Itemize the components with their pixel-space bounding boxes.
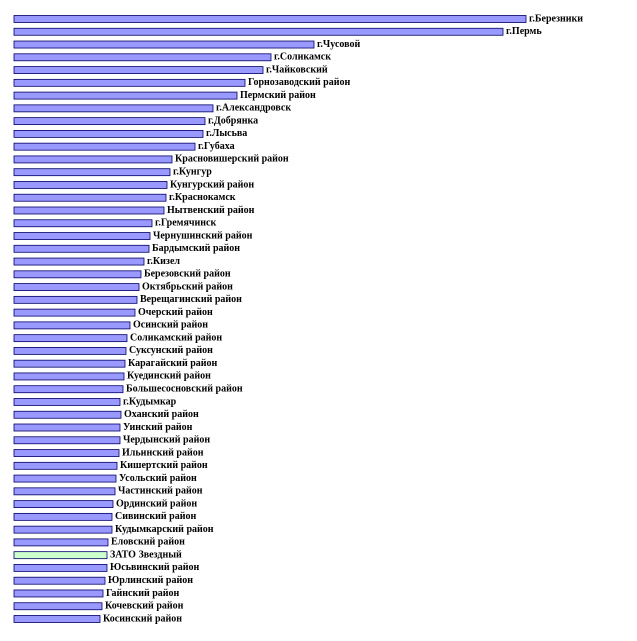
bar-label: Красновишерский район	[175, 154, 289, 165]
bar-label: Куединский район	[127, 371, 211, 382]
bar	[13, 27, 504, 36]
bar	[13, 398, 121, 406]
bar	[13, 436, 121, 445]
bar	[13, 117, 206, 126]
bar-label: Пермский район	[240, 90, 316, 101]
bar	[13, 347, 127, 355]
bar-label: г.Добрянка	[208, 115, 258, 126]
bar-label: ЗАТО Звездный	[110, 549, 182, 560]
bar	[13, 295, 138, 304]
bar-label: Соликамский район	[130, 332, 222, 343]
bar-label: Чернушинский район	[153, 230, 253, 241]
bar-label: г.Чусовой	[317, 39, 360, 50]
bar	[13, 410, 122, 419]
bar-label: г.Александровск	[216, 103, 291, 114]
bar	[13, 321, 131, 330]
bar	[13, 78, 246, 87]
bar	[13, 308, 136, 317]
bar	[13, 104, 214, 113]
bar	[13, 385, 124, 394]
bar	[13, 181, 168, 189]
bar	[13, 129, 204, 138]
bar	[13, 602, 103, 611]
bar	[13, 359, 126, 368]
bar-label: г.Соликамск	[274, 52, 331, 63]
bar	[13, 155, 173, 164]
bar-label: Осинский район	[133, 320, 208, 331]
bar	[13, 449, 120, 457]
bar-label: г.Кунгур	[173, 166, 212, 177]
bar-label: г.Чайковский	[266, 64, 328, 75]
bar-label: г.Лысьва	[206, 128, 247, 139]
bar	[13, 334, 128, 343]
bar-label: г.Гремячинск	[155, 218, 216, 229]
bar	[13, 576, 106, 585]
bar	[13, 219, 153, 228]
bar-label: Большесосновский район	[126, 384, 243, 395]
bar-label: Кунгурский район	[170, 179, 254, 190]
bar	[13, 142, 196, 151]
bar	[13, 551, 108, 560]
bar-label: Чердынский район	[123, 435, 210, 446]
bar	[13, 206, 165, 215]
bar	[13, 461, 118, 470]
bar	[13, 538, 109, 547]
bar-label: Кишертский район	[120, 460, 208, 471]
bar-label: Очерский район	[138, 307, 213, 318]
bar	[13, 168, 171, 177]
bar	[13, 525, 113, 534]
bar	[13, 512, 113, 521]
bar	[13, 40, 315, 49]
bar-label: Оханский район	[124, 409, 199, 420]
bar-label: Бардымский район	[152, 243, 240, 254]
bar-label: Кудымкарский район	[115, 524, 214, 535]
bar-label: Юсьвинский район	[110, 562, 199, 573]
bar	[13, 500, 114, 509]
bar-label: Гайнский район	[106, 588, 180, 599]
bar	[13, 372, 125, 381]
bar-label: г.Кудымкар	[123, 396, 177, 407]
bar-label: Усольский район	[119, 473, 197, 484]
bar	[13, 615, 101, 623]
bar-label: Октябрьский район	[142, 281, 233, 292]
bar-label: г.Губаха	[198, 141, 235, 152]
bar-label: г.Пермь	[506, 26, 542, 37]
bar-label: г.Березники	[529, 13, 583, 24]
bar	[13, 270, 142, 279]
bar-label: Березовский район	[144, 269, 231, 280]
bar-label: Сивинский район	[115, 511, 196, 522]
bar-label: Верещагинский район	[140, 294, 242, 305]
bar-label: Частинский район	[118, 486, 203, 497]
bar	[13, 244, 150, 253]
bar-label: Косинский район	[103, 613, 182, 624]
bar	[13, 91, 238, 100]
bar	[13, 474, 117, 483]
bar-label: Кочевский район	[105, 601, 184, 612]
bar-label: Ильинский район	[122, 447, 204, 458]
bar	[13, 66, 264, 74]
bar-label: Еловский район	[111, 537, 185, 548]
bar	[13, 487, 116, 496]
bar	[13, 564, 108, 572]
bar-label: Суксунский район	[129, 345, 213, 356]
bar-label: Нытвенский район	[167, 205, 255, 216]
bar-label: Юрлинский район	[108, 575, 193, 586]
bar	[13, 257, 145, 266]
bar-label: Уинский район	[123, 422, 193, 433]
bar-label: г.Краснокамск	[169, 192, 236, 203]
bar-label: Карагайский район	[128, 358, 218, 369]
bar	[13, 423, 121, 432]
bar-label: г.Кизел	[147, 256, 180, 267]
bar	[13, 53, 272, 62]
bar-label: Ординский район	[116, 498, 197, 509]
bar-label: Горнозаводский район	[248, 77, 350, 88]
bar	[13, 232, 151, 240]
bar	[13, 283, 140, 291]
bar	[13, 15, 527, 23]
bar	[13, 589, 104, 598]
bar	[13, 193, 167, 202]
